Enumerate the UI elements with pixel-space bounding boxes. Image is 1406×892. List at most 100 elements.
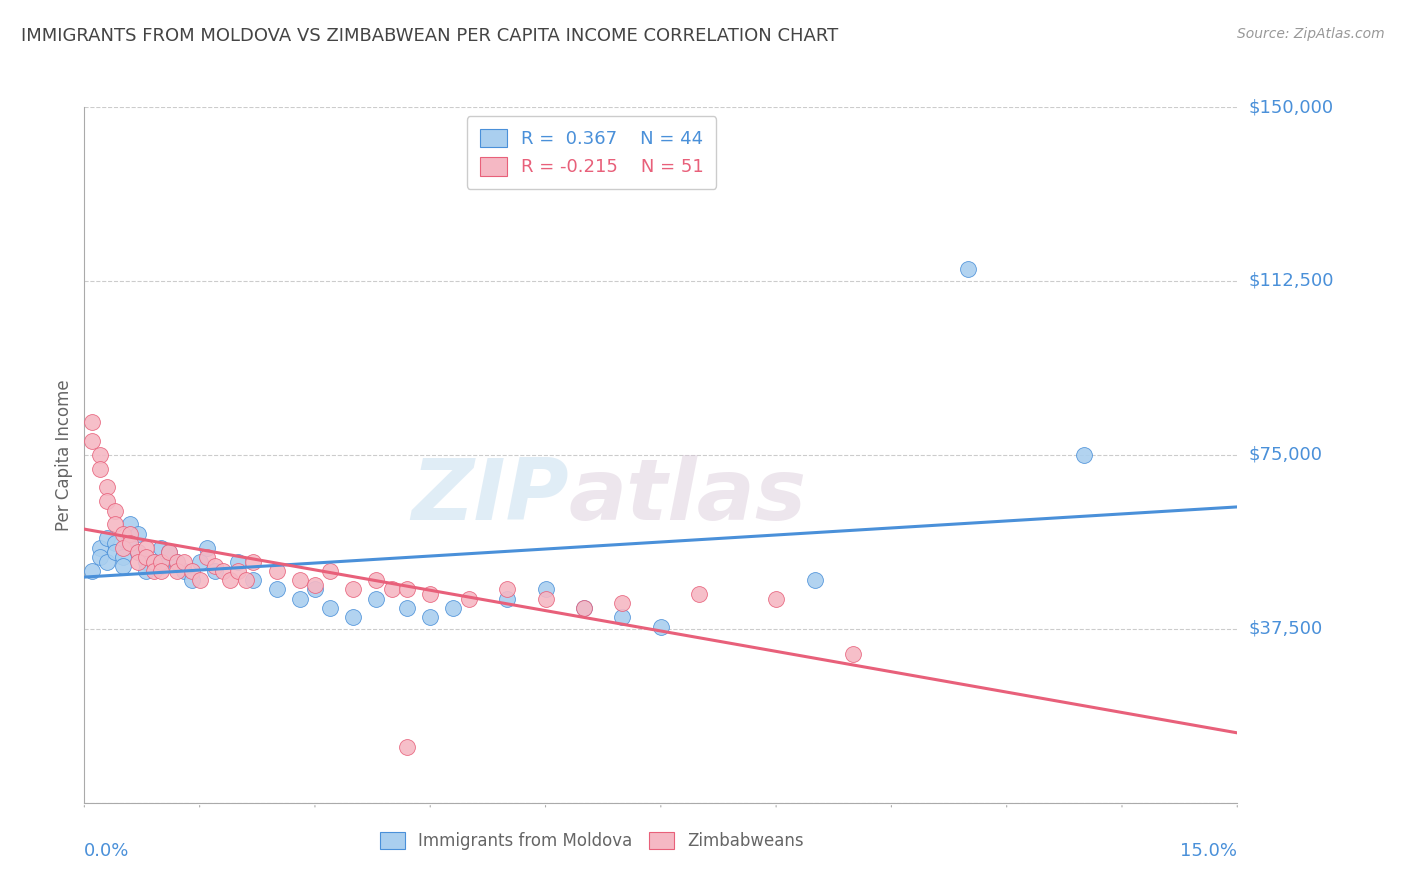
- Point: [235, 573, 257, 587]
- Text: $112,500: $112,500: [1249, 272, 1334, 290]
- Point: [419, 587, 441, 601]
- Point: [842, 648, 865, 662]
- Point: [142, 555, 165, 569]
- Point: [381, 582, 404, 597]
- Point: [319, 564, 342, 578]
- Point: [89, 549, 111, 564]
- Point: [120, 517, 142, 532]
- Point: [111, 549, 134, 564]
- Point: [1073, 448, 1095, 462]
- Point: [319, 601, 342, 615]
- Point: [127, 545, 149, 559]
- Point: [96, 532, 118, 546]
- Point: [396, 740, 419, 755]
- Point: [219, 573, 242, 587]
- Point: [181, 573, 204, 587]
- Point: [226, 555, 249, 569]
- Point: [204, 564, 226, 578]
- Point: [342, 610, 364, 624]
- Text: 0.0%: 0.0%: [84, 842, 129, 860]
- Point: [157, 545, 180, 559]
- Point: [612, 596, 634, 610]
- Point: [135, 555, 157, 569]
- Point: [496, 582, 519, 597]
- Text: Source: ZipAtlas.com: Source: ZipAtlas.com: [1237, 27, 1385, 41]
- Point: [226, 564, 249, 578]
- Point: [612, 610, 634, 624]
- Point: [104, 517, 127, 532]
- Point: [150, 541, 173, 555]
- Point: [534, 591, 557, 606]
- Text: ZIP: ZIP: [411, 455, 568, 538]
- Point: [496, 591, 519, 606]
- Point: [142, 564, 165, 578]
- Point: [188, 573, 211, 587]
- Point: [80, 434, 103, 448]
- Point: [135, 541, 157, 555]
- Point: [120, 526, 142, 541]
- Point: [572, 601, 595, 615]
- Point: [127, 555, 149, 569]
- Point: [366, 573, 388, 587]
- Point: [457, 591, 479, 606]
- Point: [104, 536, 127, 550]
- Point: [304, 582, 326, 597]
- Point: [304, 578, 326, 592]
- Text: IMMIGRANTS FROM MOLDOVA VS ZIMBABWEAN PER CAPITA INCOME CORRELATION CHART: IMMIGRANTS FROM MOLDOVA VS ZIMBABWEAN PE…: [21, 27, 838, 45]
- Point: [572, 601, 595, 615]
- Point: [111, 526, 134, 541]
- Point: [80, 564, 103, 578]
- Point: [96, 555, 118, 569]
- Text: $75,000: $75,000: [1249, 446, 1323, 464]
- Point: [288, 573, 311, 587]
- Point: [366, 591, 388, 606]
- Point: [166, 564, 188, 578]
- Point: [96, 480, 118, 494]
- Point: [111, 559, 134, 574]
- Legend: Immigrants from Moldova, Zimbabweans: Immigrants from Moldova, Zimbabweans: [373, 826, 810, 857]
- Point: [266, 582, 288, 597]
- Point: [396, 601, 419, 615]
- Point: [211, 564, 233, 578]
- Point: [342, 582, 364, 597]
- Point: [104, 545, 127, 559]
- Point: [803, 573, 825, 587]
- Point: [150, 564, 173, 578]
- Point: [80, 416, 103, 430]
- Point: [120, 536, 142, 550]
- Point: [765, 591, 787, 606]
- Point: [181, 564, 204, 578]
- Point: [89, 462, 111, 476]
- Point: [266, 564, 288, 578]
- Point: [173, 564, 195, 578]
- Point: [957, 262, 980, 277]
- Point: [419, 610, 441, 624]
- Point: [204, 559, 226, 574]
- Point: [166, 555, 188, 569]
- Point: [188, 555, 211, 569]
- Point: [688, 587, 710, 601]
- Text: atlas: atlas: [568, 455, 807, 538]
- Point: [650, 619, 672, 633]
- Point: [150, 559, 173, 574]
- Point: [127, 545, 149, 559]
- Point: [441, 601, 464, 615]
- Point: [195, 549, 218, 564]
- Point: [166, 555, 188, 569]
- Point: [288, 591, 311, 606]
- Point: [111, 541, 134, 555]
- Text: $37,500: $37,500: [1249, 620, 1323, 638]
- Point: [242, 555, 264, 569]
- Point: [120, 532, 142, 546]
- Text: $150,000: $150,000: [1249, 98, 1333, 116]
- Y-axis label: Per Capita Income: Per Capita Income: [55, 379, 73, 531]
- Point: [396, 582, 419, 597]
- Point: [127, 526, 149, 541]
- Point: [195, 541, 218, 555]
- Text: 15.0%: 15.0%: [1180, 842, 1237, 860]
- Point: [89, 448, 111, 462]
- Point: [534, 582, 557, 597]
- Point: [89, 541, 111, 555]
- Point: [135, 549, 157, 564]
- Point: [173, 555, 195, 569]
